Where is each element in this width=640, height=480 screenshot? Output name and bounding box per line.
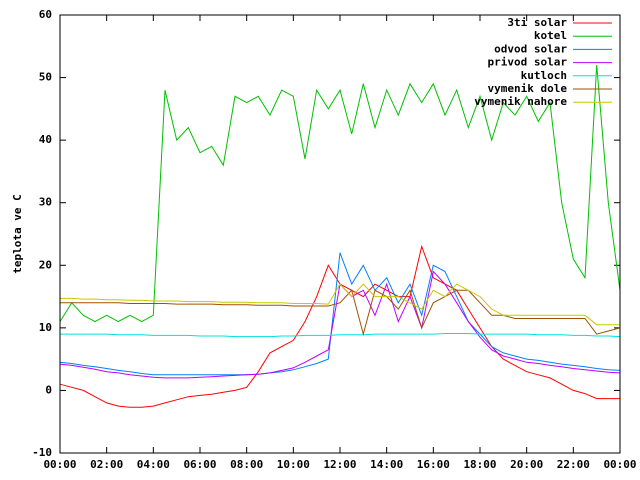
series-line — [59, 252, 621, 376]
x-tick-label: 06:00 — [183, 458, 216, 471]
series-line — [60, 283, 620, 326]
legend-label: odvod solar — [494, 42, 567, 55]
y-axis-label: teplota ve C — [11, 194, 24, 273]
legend-label: 3ti solar — [507, 16, 567, 29]
x-tick-label: 16:00 — [417, 458, 450, 471]
series-line — [60, 333, 621, 338]
x-tick-label: 10:00 — [277, 458, 310, 471]
legend-label: privod solar — [488, 56, 568, 69]
y-tick-label: 20 — [39, 258, 52, 271]
x-tick-label: 20:00 — [510, 458, 543, 471]
x-tick-label: 00:00 — [43, 458, 76, 471]
x-tick-label: 12:00 — [323, 458, 356, 471]
y-tick-label: 50 — [39, 71, 52, 84]
x-tick-label: 08:00 — [230, 458, 263, 471]
series-line — [59, 65, 621, 323]
legend-label: kutloch — [521, 69, 567, 82]
y-tick-label: -10 — [32, 446, 52, 459]
y-tick-label: 60 — [39, 8, 52, 21]
y-tick-label: 30 — [39, 196, 52, 209]
y-tick-label: 40 — [39, 133, 52, 146]
legend-label: vymenik dole — [488, 82, 568, 95]
legend-label: kotel — [534, 29, 567, 42]
y-tick-label: 10 — [39, 321, 52, 334]
legend-label: vymenik nahore — [474, 95, 567, 108]
x-tick-label: 02:00 — [90, 458, 123, 471]
x-tick-label: 00:00 — [603, 458, 636, 471]
x-tick-label: 18:00 — [463, 458, 496, 471]
x-tick-label: 04:00 — [137, 458, 170, 471]
x-tick-label: 22:00 — [557, 458, 590, 471]
series-line — [60, 289, 621, 337]
x-tick-label: 14:00 — [370, 458, 403, 471]
y-tick-label: 0 — [45, 383, 52, 396]
plot-border — [59, 14, 621, 454]
